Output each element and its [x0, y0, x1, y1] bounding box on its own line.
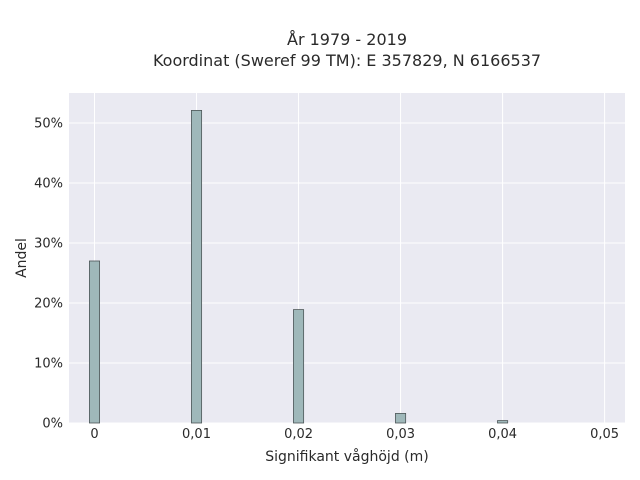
x-axis-title: Signifikant våghöjd (m) — [265, 448, 428, 465]
y-tick-label: 50% — [34, 117, 63, 132]
y-axis-title: Andel — [14, 238, 30, 278]
x-tick-label: 0 — [90, 427, 98, 442]
y-tick-label: 20% — [34, 297, 63, 312]
x-tick-label: 0,04 — [488, 427, 517, 442]
bar — [89, 260, 101, 424]
chart-subtitle: Koordinat (Sweref 99 TM): E 357829, N 61… — [153, 51, 541, 70]
y-tick-label: 10% — [34, 357, 63, 372]
x-tick-label: 0,01 — [182, 427, 211, 442]
grid-layer — [69, 93, 625, 424]
y-tick-labels: 0% 10% 20% 30% 40% 50% — [34, 117, 63, 432]
x-tick-label: 0,05 — [590, 427, 619, 442]
x-tick-label: 0,03 — [386, 427, 415, 442]
x-tick-labels: 0 0,01 0,02 0,03 0,04 0,05 — [90, 427, 619, 442]
y-tick-label: 0% — [42, 417, 63, 432]
plot-area — [69, 93, 625, 423]
y-tick-label: 40% — [34, 177, 63, 192]
bar — [497, 420, 509, 424]
bar — [293, 309, 305, 424]
bar — [191, 110, 203, 424]
bar — [395, 412, 407, 424]
bars — [89, 110, 509, 424]
chart-title: År 1979 - 2019 — [287, 30, 407, 49]
y-tick-label: 30% — [34, 237, 63, 252]
x-tick-label: 0,02 — [284, 427, 313, 442]
